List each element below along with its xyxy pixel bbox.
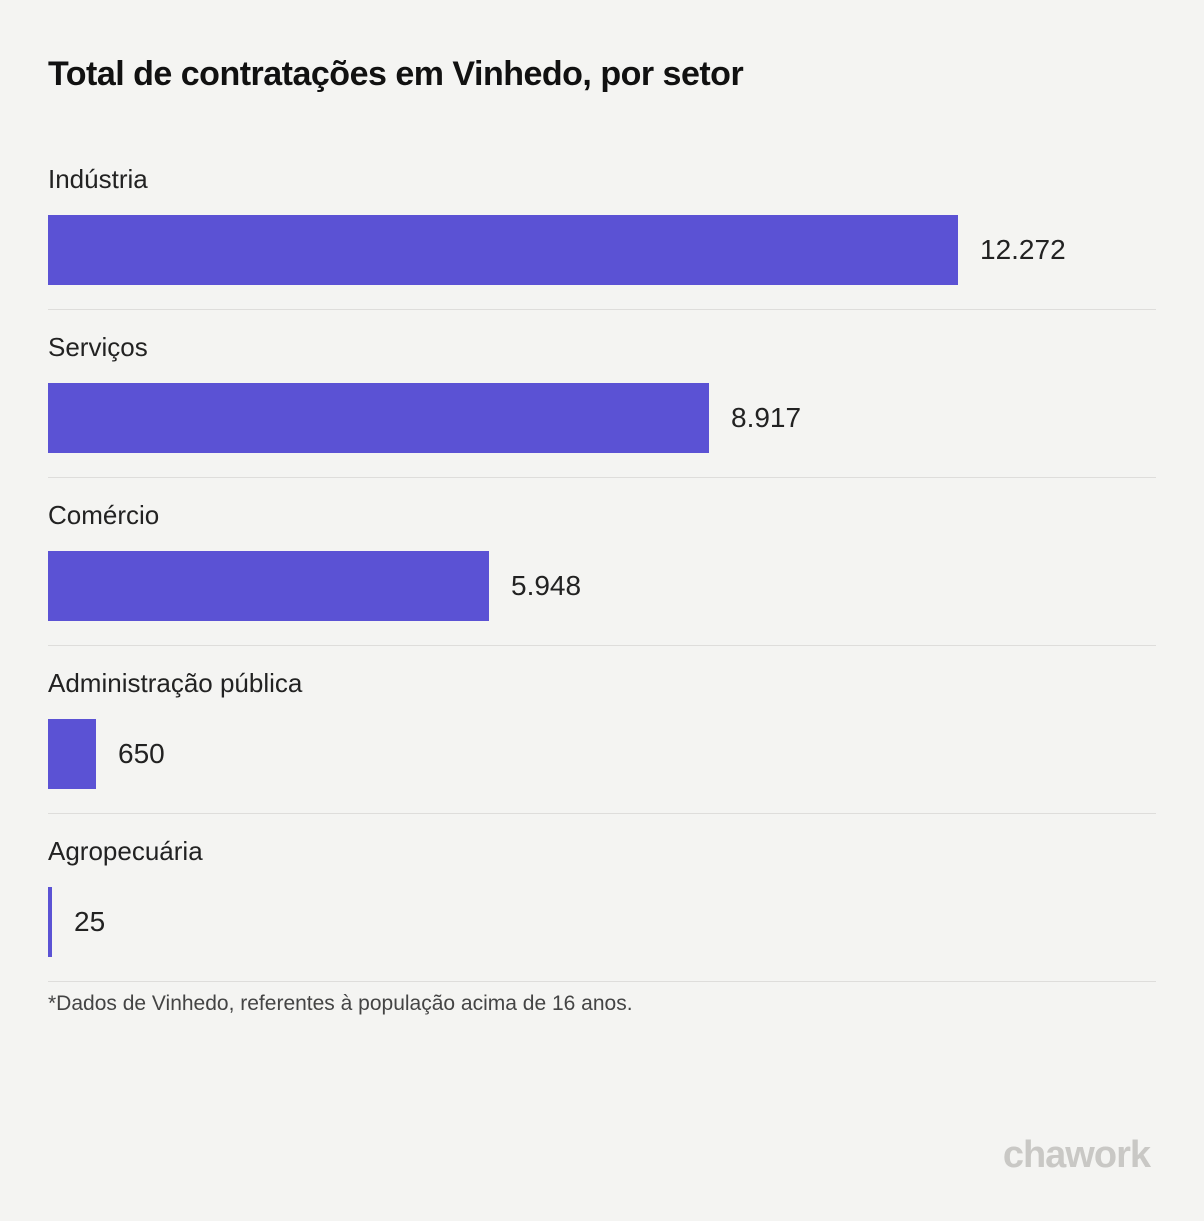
bar-wrap: 5.948 — [48, 551, 1156, 621]
bar-chart: Indústria 12.272 Serviços 8.917 Comércio 5.94… — [48, 164, 1156, 982]
category-label: Comércio — [48, 500, 1156, 531]
bar-value: 650 — [118, 738, 165, 770]
chart-title: Total de contratações em Vinhedo, por se… — [48, 55, 1156, 94]
bar — [48, 551, 489, 621]
chart-footnote: *Dados de Vinhedo, referentes à populaçã… — [48, 992, 1156, 1016]
bar-wrap: 650 — [48, 719, 1156, 789]
bar-value: 8.917 — [731, 402, 801, 434]
chart-row: Administração pública 650 — [48, 668, 1156, 814]
bar — [48, 887, 52, 957]
bar-wrap: 8.917 — [48, 383, 1156, 453]
category-label: Agropecuária — [48, 836, 1156, 867]
bar-wrap: 25 — [48, 887, 1156, 957]
bar — [48, 383, 709, 453]
bar-value: 12.272 — [980, 234, 1066, 266]
category-label: Serviços — [48, 332, 1156, 363]
bar-value: 25 — [74, 906, 105, 938]
bar-wrap: 12.272 — [48, 215, 1156, 285]
category-label: Indústria — [48, 164, 1156, 195]
bar — [48, 215, 958, 285]
chart-row: Indústria 12.272 — [48, 164, 1156, 310]
category-label: Administração pública — [48, 668, 1156, 699]
brand-logo: chawork — [1003, 1134, 1150, 1177]
bar-value: 5.948 — [511, 570, 581, 602]
chart-row: Serviços 8.917 — [48, 332, 1156, 478]
chart-row: Agropecuária 25 — [48, 836, 1156, 982]
bar — [48, 719, 96, 789]
chart-row: Comércio 5.948 — [48, 500, 1156, 646]
